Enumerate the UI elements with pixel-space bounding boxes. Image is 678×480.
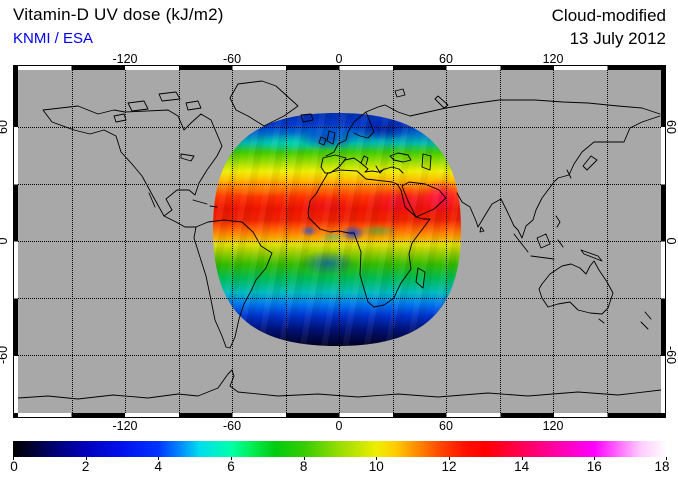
coastline-africa [307, 169, 431, 308]
colorbar-tick [13, 457, 14, 460]
gridline [18, 127, 661, 128]
gridline [18, 298, 661, 299]
coastline-south-america [193, 219, 273, 349]
colorbar-gradient [13, 441, 667, 457]
frame-corner [14, 413, 18, 417]
coastline-antarctica [18, 369, 661, 400]
colorbar-tick [449, 457, 450, 460]
lat-tick-label: 0 [0, 238, 10, 245]
coastline-greenland-iceland [229, 80, 314, 127]
colorbar-tick [158, 457, 160, 460]
map-canvas [18, 70, 661, 413]
product-date-label: 13 July 2012 [569, 29, 666, 48]
lon-tick-label: 120 [542, 419, 564, 433]
colorbar-tick-label: 4 [154, 459, 163, 474]
lat-tick-label: 60 [0, 120, 10, 134]
map-frame-bottom [18, 413, 661, 417]
colorbar-tick [594, 457, 596, 460]
coastline-arabia [401, 181, 447, 218]
colorbar-tick-label: 6 [227, 459, 235, 474]
institution-label: KNMI / ESA [13, 30, 94, 47]
colorbar-tick-label: 10 [368, 459, 384, 474]
lat-tick-label: -60 [664, 345, 678, 365]
colorbar-tick-label: 16 [586, 459, 602, 474]
colorbar-tick-label: 8 [299, 459, 308, 474]
page-title: Vitamin-D UV dose (kJ/m2) [13, 5, 224, 24]
coastline-se-asia-islands [513, 233, 603, 262]
colorbar-tick-label: 2 [81, 459, 90, 474]
product-info: Cloud-modified 13 July 2012 [552, 4, 666, 50]
coastline-north-america [42, 105, 223, 228]
map-frame-top [18, 66, 661, 70]
coastline-australia-oceania [538, 260, 652, 330]
colorbar-tick [303, 457, 305, 460]
colorbar-tick-label: 12 [441, 459, 457, 474]
coastline-asia [409, 99, 661, 239]
lon-tick-label: 0 [335, 419, 343, 433]
coastline-arctic-islands [113, 88, 449, 123]
colorbar-tick [85, 457, 87, 460]
gridline [18, 184, 661, 185]
map-frame-right [661, 70, 665, 413]
colorbar-tick [231, 457, 232, 460]
frame-corner [14, 66, 18, 70]
world-map [13, 65, 666, 418]
map-frame-left [14, 70, 18, 413]
colorbar-tick [376, 457, 378, 460]
lon-tick-label: -120 [112, 419, 138, 433]
coastline-japan-philippines [555, 155, 598, 228]
colorbar-tick [521, 457, 523, 460]
lon-tick-label: -120 [112, 52, 138, 66]
lat-tick-label: 0 [664, 237, 678, 245]
lon-tick-label: -60 [222, 419, 242, 433]
gridline [18, 355, 661, 356]
uv-dose-data-swath [213, 113, 461, 346]
lat-tick-label: 60 [664, 120, 678, 134]
colorbar-tick-label: 18 [654, 459, 670, 474]
colorbar-tick [666, 457, 667, 460]
lon-tick-label: 120 [542, 52, 564, 66]
colorbar-tick-label: 14 [514, 459, 530, 474]
coastline-europe [318, 104, 432, 174]
frame-corner [661, 66, 665, 70]
lon-tick-label: 60 [439, 52, 453, 66]
lat-tick-label: -60 [0, 345, 10, 365]
lon-tick-label: 0 [335, 52, 343, 66]
product-mode-label: Cloud-modified [551, 6, 666, 25]
lon-tick-label: -60 [222, 52, 242, 66]
coastlines-svg [18, 80, 661, 400]
frame-corner [661, 413, 665, 417]
lon-tick-label: 60 [439, 419, 453, 433]
gridline [18, 241, 661, 242]
colorbar-tick-label: 0 [10, 459, 18, 474]
